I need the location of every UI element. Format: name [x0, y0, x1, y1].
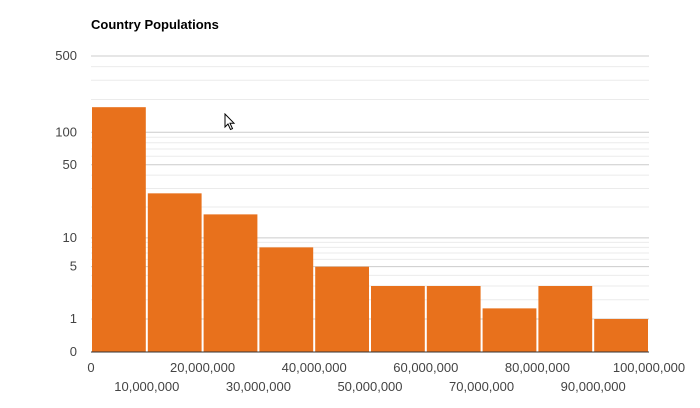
x-tick-label: 10,000,000	[114, 379, 179, 394]
histogram-bar	[538, 285, 593, 352]
chart-title: Country Populations	[91, 17, 219, 32]
y-tick-label: 50	[63, 157, 77, 172]
x-tick-label: 50,000,000	[337, 379, 402, 394]
y-tick-label: 10	[63, 230, 77, 245]
x-tick-label: 30,000,000	[226, 379, 291, 394]
histogram-bar	[203, 214, 258, 352]
histogram-bar	[371, 285, 425, 352]
y-tick-label: 100	[55, 124, 77, 139]
x-tick-label: 20,000,000	[170, 360, 235, 375]
mouse-pointer-icon	[224, 113, 236, 131]
x-tick-label: 70,000,000	[449, 379, 514, 394]
histogram-bar	[426, 285, 481, 352]
histogram-bar	[92, 107, 146, 353]
x-tick-label: 80,000,000	[505, 360, 570, 375]
histogram-bar	[482, 308, 537, 352]
histogram-bar	[594, 318, 648, 352]
y-tick-label: 0	[70, 344, 77, 359]
y-tick-label: 5	[70, 259, 77, 274]
y-tick-label: 1	[70, 311, 77, 326]
x-tick-label: 100,000,000	[613, 360, 685, 375]
bars-group	[92, 107, 648, 353]
histogram-bar	[315, 266, 369, 352]
x-tick-label: 60,000,000	[393, 360, 458, 375]
tick-labels-group: 0 1 5 10 50 100 500 0 20,000,000 40,000,000 60,000…	[55, 48, 685, 394]
histogram-bar	[147, 193, 202, 352]
x-tick-label: 40,000,000	[282, 360, 347, 375]
x-tick-label: 90,000,000	[561, 379, 626, 394]
y-tick-label: 500	[55, 48, 77, 63]
x-tick-label: 0	[87, 360, 94, 375]
histogram-bar	[259, 247, 314, 352]
